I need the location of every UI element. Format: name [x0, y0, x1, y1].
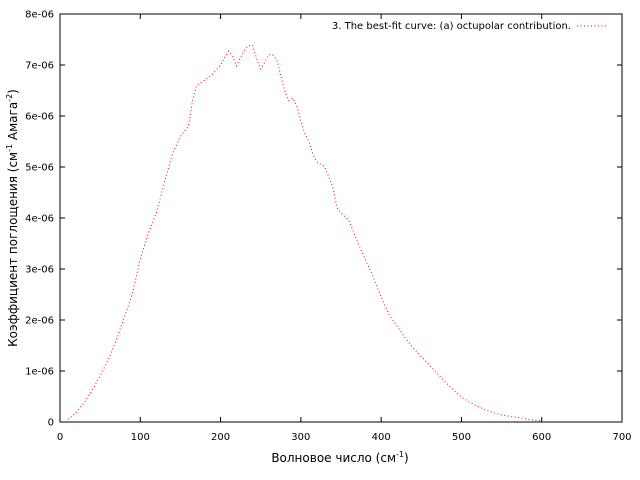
- x-tick-label: 400: [372, 432, 391, 443]
- y-tick-label: 3e-06: [25, 265, 54, 276]
- y-tick-label: 8e-06: [25, 10, 54, 21]
- y-axis-label-sup1: -1: [5, 144, 14, 152]
- y-tick-label: 0: [48, 418, 54, 429]
- y-axis-label-sup2: -2: [5, 94, 14, 102]
- y-axis-label: Коэффициент поглощения (см-1 Амага-2): [5, 89, 20, 347]
- x-axis-label-tail: ): [404, 451, 409, 465]
- y-tick-label: 2e-06: [25, 316, 54, 327]
- x-tick-label: 200: [211, 432, 230, 443]
- series-line-octupolar: [67, 45, 542, 422]
- y-tick-label: 1e-06: [25, 367, 54, 378]
- y-tick-label: 5e-06: [25, 163, 54, 174]
- x-tick-label: 700: [612, 432, 631, 443]
- y-axis-label-main: Коэффициент поглощения (см: [6, 152, 20, 347]
- plot-frame: [59, 13, 623, 423]
- x-tick-label: 600: [532, 432, 551, 443]
- y-tick-label: 7e-06: [25, 61, 54, 72]
- y-axis-label-tail: ): [6, 89, 20, 94]
- y-axis-label-mid: Амага: [6, 102, 20, 144]
- x-tick-label: 500: [452, 432, 471, 443]
- legend-label: 3. The best-fit curve: (a) octupolar con…: [332, 21, 571, 32]
- x-axis-label: Волновое число (см-1): [271, 450, 408, 465]
- x-axis-label-main: Волновое число (см: [271, 451, 396, 465]
- series-points: [68, 46, 542, 421]
- y-tick-label: 6e-06: [25, 112, 54, 123]
- x-axis-label-sup: -1: [396, 450, 404, 459]
- y-tick-label: 4e-06: [25, 214, 54, 225]
- x-tick-label: 100: [131, 432, 150, 443]
- legend: 3. The best-fit curve: (a) octupolar con…: [332, 21, 607, 32]
- x-tick-label: 0: [57, 432, 63, 443]
- ticks-layer: 0 100 200 300 400 500 600 700 0 1e-06 2e-06 3e-06 4e…: [25, 10, 631, 444]
- x-tick-label: 300: [291, 432, 310, 443]
